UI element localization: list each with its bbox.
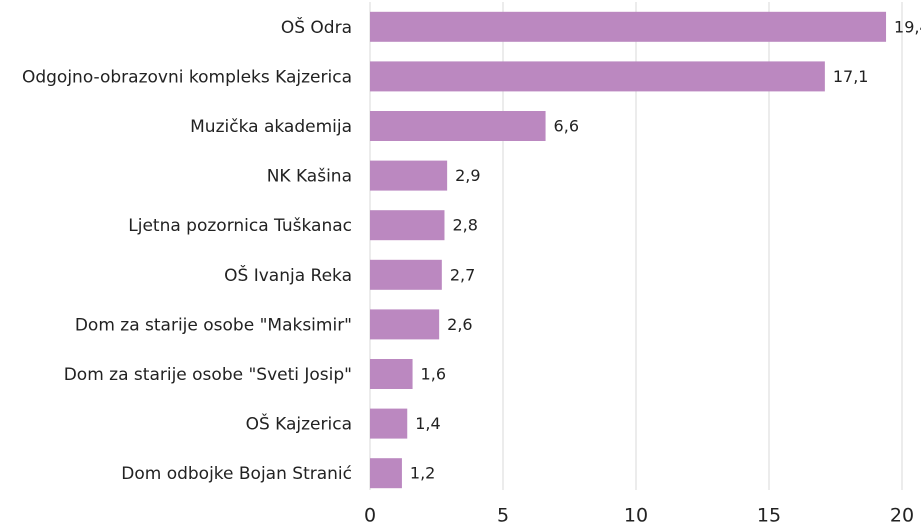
x-tick-label: 0 bbox=[364, 505, 376, 527]
bar bbox=[370, 408, 408, 439]
bar bbox=[370, 160, 448, 191]
value-label: 17,1 bbox=[833, 67, 869, 86]
value-label: 1,2 bbox=[410, 464, 435, 483]
y-tick-label: OŠ Odra bbox=[281, 16, 352, 38]
y-tick-label: Dom odbojke Bojan Stranić bbox=[121, 464, 352, 484]
value-label: 1,6 bbox=[421, 365, 446, 384]
value-label: 2,6 bbox=[447, 315, 472, 334]
y-tick-label: Dom za starije osobe "Maksimir" bbox=[75, 315, 352, 335]
bar bbox=[370, 259, 442, 290]
value-label: 2,7 bbox=[450, 265, 475, 284]
value-label: 2,9 bbox=[455, 166, 480, 185]
value-label: 6,6 bbox=[554, 117, 579, 136]
bar bbox=[370, 61, 825, 92]
value-label: 19,4 bbox=[894, 17, 921, 36]
bar bbox=[370, 11, 887, 42]
bar bbox=[370, 111, 546, 141]
y-tick-label: OŠ Kajzerica bbox=[246, 413, 352, 435]
y-tick-label: OŠ Ivanja Reka bbox=[224, 264, 352, 286]
x-tick-label: 5 bbox=[497, 505, 509, 527]
y-tick-label: Dom za starije osobe "Sveti Josip" bbox=[64, 365, 352, 385]
x-tick-label: 15 bbox=[757, 505, 781, 527]
y-tick-label: Ljetna pozornica Tuškanac bbox=[128, 216, 352, 236]
bar bbox=[370, 309, 440, 340]
bar bbox=[370, 210, 445, 241]
y-tick-label: Odgojno-obrazovni kompleks Kajzerica bbox=[22, 67, 352, 87]
x-tick-label: 10 bbox=[624, 505, 648, 527]
y-tick-label: Muzička akademija bbox=[190, 117, 352, 137]
value-label: 2,8 bbox=[452, 216, 477, 235]
y-tick-label: NK Kašina bbox=[267, 167, 352, 187]
bar bbox=[370, 359, 413, 389]
value-label: 1,4 bbox=[415, 414, 440, 433]
bar bbox=[370, 458, 402, 489]
x-tick-label: 20 bbox=[890, 505, 914, 527]
